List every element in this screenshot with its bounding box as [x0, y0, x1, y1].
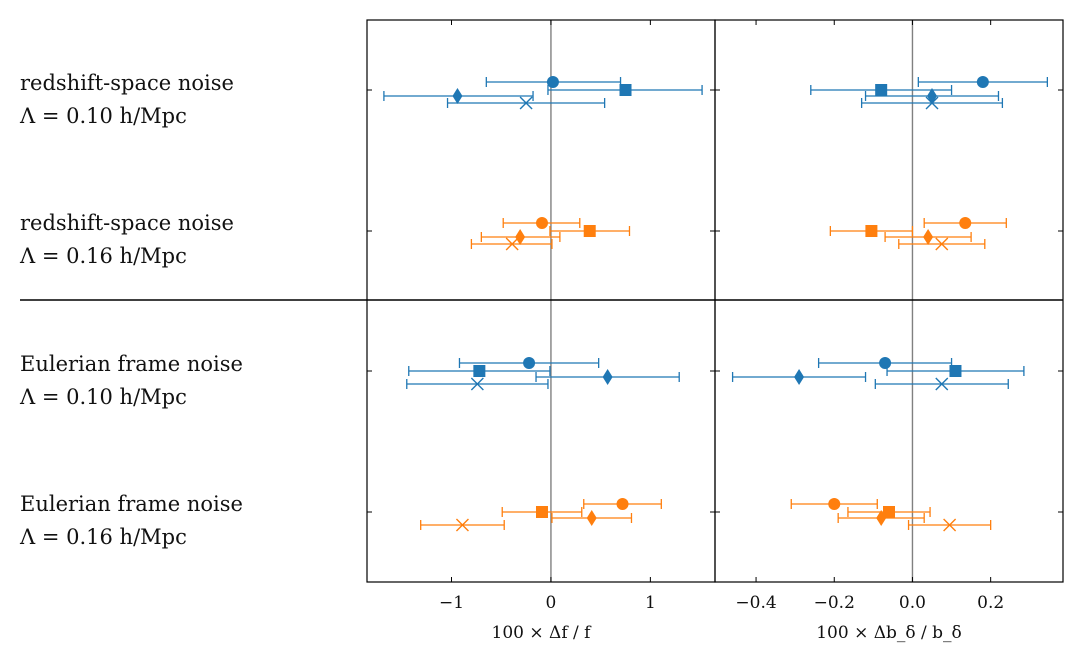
square-marker: [883, 506, 895, 518]
diamond-marker: [876, 510, 887, 526]
row-label-4: Eulerian frame noise Λ = 0.16 h/Mpc: [20, 488, 243, 554]
data-point-square: [547, 84, 703, 96]
data-point-circle: [502, 217, 581, 229]
diamond-marker: [602, 369, 613, 385]
data-point-x: [860, 96, 1004, 110]
data-point-diamond: [535, 369, 680, 385]
row-label-cutoff: Λ = 0.10 h/Mpc: [20, 385, 187, 409]
data-point-square: [886, 365, 1025, 377]
row-label-3: Eulerian frame noise Λ = 0.10 h/Mpc: [20, 348, 243, 414]
row-label-2: redshift-space noise Λ = 0.16 h/Mpc: [20, 207, 234, 273]
data-point-x: [446, 96, 606, 110]
x-tick-label: 1: [645, 593, 656, 613]
x-axis-title-f: 100 × Δf / f: [492, 623, 593, 643]
x-tick-label: 0.2: [977, 593, 1004, 613]
x-marker: [943, 518, 957, 532]
data-point-circle: [458, 357, 600, 369]
panel-frame: [366, 19, 716, 583]
square-marker: [473, 365, 486, 377]
row-label-cutoff: Λ = 0.16 h/Mpc: [20, 525, 187, 549]
square-marker: [949, 365, 962, 377]
data-point-x: [406, 377, 549, 391]
circle-marker: [546, 76, 559, 88]
diamond-marker: [586, 510, 597, 526]
x-marker: [925, 96, 939, 110]
x-tick-label: −1: [439, 593, 464, 613]
x-axes: 100 × Δf / f 100 × Δb_δ / b_δ −1 0 1 −0.4 −0…: [439, 593, 1004, 643]
data-point-square: [829, 225, 914, 237]
circle-marker: [523, 357, 536, 369]
data-point-square: [810, 84, 953, 96]
row-label-noise: Eulerian frame noise: [20, 352, 243, 376]
data-point-x: [898, 237, 986, 251]
data-point-square: [549, 225, 631, 237]
data-point-square: [501, 506, 583, 518]
panel-frame: [714, 19, 1064, 583]
circle-marker: [828, 498, 841, 510]
circle-marker: [879, 357, 892, 369]
circle-marker: [616, 498, 629, 510]
data-point-diamond: [383, 88, 534, 104]
x-marker: [935, 377, 949, 391]
x-marker: [455, 518, 469, 532]
x-marker: [470, 377, 484, 391]
x-tick-label: 0.0: [899, 593, 926, 613]
circle-marker: [959, 217, 972, 229]
data-point-x: [874, 377, 1009, 391]
diamond-marker: [923, 229, 934, 245]
data-point-circle: [485, 76, 622, 88]
row-label-noise: Eulerian frame noise: [20, 492, 243, 516]
row-label-noise: redshift-space noise: [20, 211, 234, 235]
data-point-square: [847, 506, 931, 518]
circle-marker: [976, 76, 989, 88]
data-point-x: [470, 237, 553, 251]
data-point-circle: [917, 76, 1049, 88]
x-axis-title-b: 100 × Δb_δ / b_δ: [816, 623, 962, 643]
diamond-marker: [452, 88, 463, 104]
data-point-x: [907, 518, 992, 532]
square-marker: [875, 84, 888, 96]
panels: [550, 20, 914, 582]
data-marks: [383, 76, 1049, 532]
data-point-circle: [790, 498, 878, 510]
x-tick-label: 0: [546, 593, 557, 613]
data-point-diamond: [837, 510, 925, 526]
square-marker: [865, 225, 878, 237]
data-point-circle: [583, 498, 662, 510]
panel-frames: [366, 19, 1064, 583]
square-marker: [619, 84, 632, 96]
row-label-1: redshift-space noise Λ = 0.10 h/Mpc: [20, 67, 234, 133]
data-point-diamond: [480, 229, 561, 245]
data-point-square: [408, 365, 551, 377]
row-label-cutoff: Λ = 0.16 h/Mpc: [20, 244, 187, 268]
square-marker: [583, 225, 596, 237]
x-tick-label: −0.4: [735, 593, 776, 613]
x-marker: [505, 237, 519, 251]
square-marker: [535, 506, 548, 518]
row-label-noise: redshift-space noise: [20, 71, 234, 95]
data-point-diamond: [884, 229, 972, 245]
circle-marker: [535, 217, 548, 229]
diamond-marker: [515, 229, 526, 245]
data-point-circle: [923, 217, 1007, 229]
x-marker: [935, 237, 949, 251]
diamond-marker: [794, 369, 805, 385]
x-marker: [519, 96, 533, 110]
x-tick-label: −0.2: [814, 593, 855, 613]
data-point-circle: [817, 357, 953, 369]
data-point-x: [420, 518, 505, 532]
row-label-cutoff: Λ = 0.10 h/Mpc: [20, 104, 187, 128]
data-point-diamond: [551, 510, 633, 526]
data-point-diamond: [731, 369, 867, 385]
